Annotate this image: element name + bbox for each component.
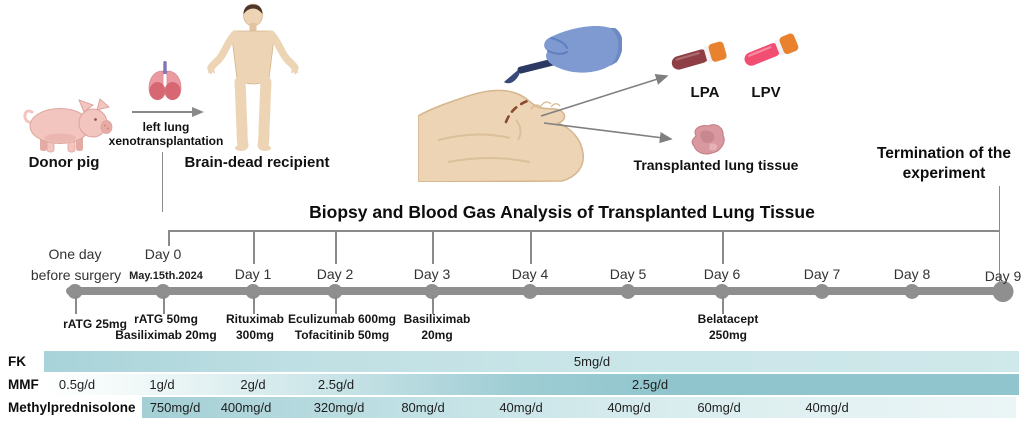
- day-label: Day 7: [803, 266, 841, 282]
- dose-value: 400mg/d: [220, 400, 272, 415]
- drug-event: Rituximab 300mg: [226, 312, 284, 343]
- dose-value: 2.5g/d: [317, 377, 355, 392]
- dose-value: 60mg/d: [697, 400, 741, 415]
- drug-event: rATG 25mg: [63, 317, 127, 333]
- lung-tissue-icon: [691, 124, 725, 155]
- dose-value: 5mg/d: [573, 354, 611, 369]
- drug-event-line: Basiliximab 20mg: [115, 327, 217, 342]
- day-label: Day 8: [893, 266, 931, 282]
- bracket-tick-day3: [432, 230, 434, 264]
- biopsy-bracket: [168, 230, 999, 232]
- dose-value: 750mg/d: [149, 400, 201, 415]
- timeline-dot: [814, 283, 830, 299]
- lpv-blood-tube-icon: [744, 33, 799, 66]
- termination-label: Termination of the experiment: [877, 144, 1011, 184]
- drug-row-label-mmf: MMF: [8, 377, 39, 392]
- timeline-dot: [424, 283, 440, 299]
- lpa-blood-tube-icon: [671, 41, 727, 70]
- donor-pig-icon: [23, 98, 113, 153]
- dose-value: 40mg/d: [607, 400, 651, 415]
- event-connector: [253, 295, 255, 314]
- drug-event: Eculizumab 600mg Tofacitinib 50mg: [288, 312, 396, 343]
- dose-value: 40mg/d: [805, 400, 849, 415]
- event-connector: [163, 295, 165, 314]
- lpv-label: LPV: [751, 84, 781, 101]
- day-label: Day 4: [511, 266, 549, 282]
- day-label: Day 3: [413, 266, 451, 282]
- timeline-dot-final: [992, 280, 1014, 302]
- day-label: One day: [48, 246, 102, 262]
- transplant-caption: left lung xenotransplantation: [109, 120, 224, 148]
- dose-value: 1g/d: [149, 377, 175, 392]
- day-label: Day 0: [144, 246, 182, 262]
- timeline-dot: [714, 283, 730, 299]
- drug-row-bar-fk: [44, 351, 1019, 372]
- day-sublabel: before surgery: [30, 267, 122, 283]
- transplant-caption-line1: left lung: [142, 120, 190, 134]
- bracket-tick-day2: [335, 230, 337, 264]
- gloved-hand-scalpel-icon: [503, 26, 622, 84]
- donor-pig-label: Donor pig: [28, 154, 100, 171]
- bracket-tick-day4: [530, 230, 532, 264]
- drug-row-bar-methylprednisolone: [142, 397, 1016, 418]
- transplant-caption-line2: xenotransplantation: [108, 134, 224, 148]
- day-label: Day 2: [316, 266, 354, 282]
- drug-event-line: rATG 50mg: [134, 312, 198, 326]
- biopsy-arrows-icon: [540, 74, 673, 144]
- drug-row-label-methylprednisolone: Methylprednisolone: [8, 400, 136, 415]
- brain-dead-recipient-icon: [207, 3, 299, 151]
- day-label: Day 5: [609, 266, 647, 282]
- bracket-tick-day1: [253, 230, 255, 264]
- dose-value: 320mg/d: [313, 400, 365, 415]
- drug-event: rATG 50mg Basiliximab 20mg: [115, 312, 216, 343]
- timeline-dot: [620, 283, 636, 299]
- drug-row-bar-mmf: [44, 374, 1019, 395]
- transplant-arrow-icon: [132, 107, 204, 117]
- timeline-title: Biopsy and Blood Gas Analysis of Transpl…: [309, 202, 815, 222]
- drug-row-label-fk: FK: [8, 354, 26, 369]
- event-connector: [335, 295, 337, 314]
- recipient-label: Brain-dead recipient: [184, 154, 330, 171]
- day-date-sublabel: May.15th.2024: [129, 270, 203, 282]
- timeline-dot: [522, 283, 538, 299]
- lungs-icon: [148, 61, 182, 100]
- patient-flank-icon: [418, 89, 584, 182]
- drug-event-line: 300mg: [235, 327, 275, 342]
- dose-value: 0.5g/d: [58, 377, 96, 392]
- day-label: Day 9: [984, 268, 1022, 284]
- drug-event-line: Basiliximab: [403, 312, 471, 326]
- termination-label-line2: experiment: [902, 165, 986, 182]
- drug-event: Belatacept 250mg: [698, 312, 759, 343]
- day0-connector-line: [161, 152, 163, 212]
- drug-event-line: Rituximab: [225, 312, 285, 326]
- bracket-tick-day6: [722, 230, 724, 264]
- timeline-dot: [327, 283, 343, 299]
- drug-event-line: rATG 25mg: [63, 317, 127, 331]
- bracket-tick-day0: [168, 230, 170, 246]
- dose-value: 2.5g/d: [631, 377, 669, 392]
- drug-event-line: 20mg: [421, 327, 453, 342]
- event-connector: [432, 295, 434, 314]
- drug-event-line: 250mg: [708, 327, 748, 342]
- timeline-dot: [245, 283, 261, 299]
- tissue-label: Transplanted lung tissue: [633, 157, 799, 173]
- drug-event-line: Eculizumab 600mg: [287, 312, 397, 326]
- day-label: Day 1: [234, 266, 272, 282]
- drug-event-line: Belatacept: [697, 312, 759, 326]
- event-connector: [722, 295, 724, 314]
- timeline-dot: [904, 283, 920, 299]
- termination-label-line1: Termination of the: [876, 145, 1012, 162]
- timeline-dot: [155, 283, 171, 299]
- dose-value: 40mg/d: [499, 400, 543, 415]
- dose-value: 80mg/d: [401, 400, 445, 415]
- day-label: Day 6: [703, 266, 741, 282]
- drug-event: Basiliximab 20mg: [404, 312, 471, 343]
- timeline-dot: [67, 283, 83, 299]
- drug-event-line: Tofacitinib 50mg: [294, 327, 390, 342]
- event-connector: [75, 295, 77, 314]
- lpa-label: LPA: [690, 84, 720, 101]
- dose-value: 2g/d: [240, 377, 266, 392]
- termination-line: [998, 186, 1000, 286]
